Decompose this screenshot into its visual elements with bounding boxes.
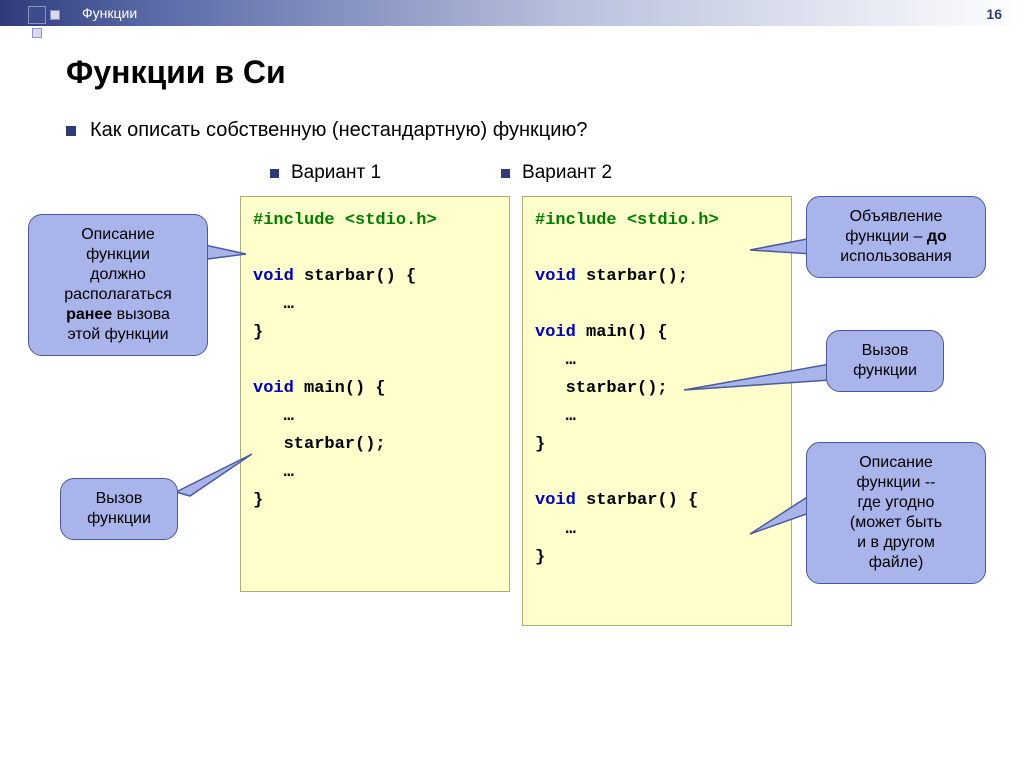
bullet-icon — [501, 169, 510, 178]
question-text: Как описать собственную (нестандартную) … — [90, 119, 588, 142]
page-number: 16 — [986, 6, 1002, 22]
variant-2-text: Вариант 2 — [522, 162, 612, 184]
content-area: #include <stdio.h> void starbar() { … } … — [0, 196, 1024, 676]
header-bar: Функции — [0, 0, 1024, 26]
variant-1-label: Вариант 1 — [270, 162, 381, 184]
variant-2-label: Вариант 2 — [501, 162, 612, 184]
callout-tail-icon — [680, 360, 836, 400]
callout-right-call: Вызов функции — [826, 330, 944, 392]
page-title: Функции в Си — [66, 54, 1024, 91]
variant-1-text: Вариант 1 — [291, 162, 381, 184]
bullet-icon — [270, 169, 279, 178]
callout-left-call: Вызов функции — [60, 478, 178, 540]
bullet-icon — [66, 126, 76, 136]
callout-right-declaration: Объявление функции – до использования — [806, 196, 986, 278]
header-logo-icon — [28, 6, 62, 40]
callout-tail-icon — [168, 450, 258, 500]
code-box-1: #include <stdio.h> void starbar() { … } … — [240, 196, 510, 592]
callout-right-definition: Описание функции -- где угодно (может бы… — [806, 442, 986, 584]
question-row: Как описать собственную (нестандартную) … — [66, 119, 1024, 142]
header-label: Функции — [82, 5, 137, 21]
callout-left-description: Описание функции должно располагаться ра… — [28, 214, 208, 356]
variants-row: Вариант 1 Вариант 2 — [270, 162, 1024, 184]
